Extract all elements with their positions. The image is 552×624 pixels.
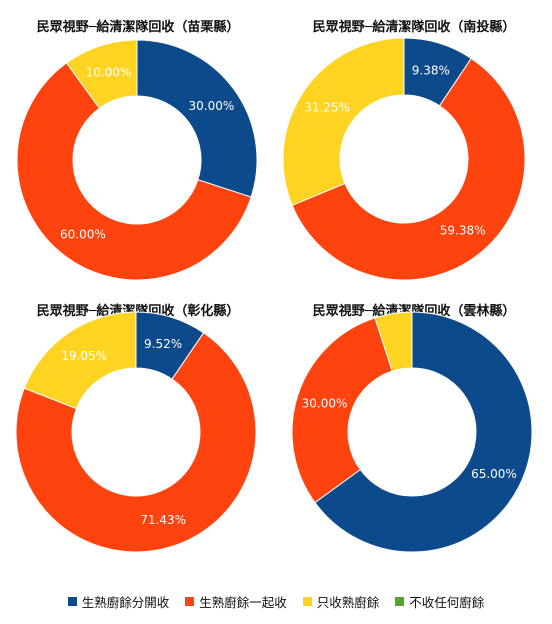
data-label-separate: 30.00% <box>189 99 235 113</box>
legend-label: 生熟廚餘一起收 <box>199 595 287 610</box>
donut-slice-separate <box>136 39 258 198</box>
donut-svg: 65.00% 30.00% <box>291 311 533 553</box>
legend-label: 不收任何廚餘 <box>409 595 485 610</box>
legend-swatch <box>302 597 312 606</box>
donut-chart-miaoli: 民眾視野─給清潔隊回收（苗栗縣） 30.00% 60.00% 10.00% <box>0 0 276 292</box>
legend: 生熟廚餘分開收 生熟廚餘一起收 只收熟廚餘 不收任何廚餘 <box>0 592 552 611</box>
data-label-separate: 9.52% <box>144 337 182 351</box>
chart-title: 民眾視野─給清潔隊回收（彰化縣） <box>36 304 240 319</box>
chart-title: 民眾視野─給清潔隊回收（南投縣） <box>312 20 516 35</box>
donut-slice-separate <box>314 311 533 553</box>
donut-chart-changhua: 民眾視野─給清潔隊回收（彰化縣） 9.52% 71.43% 19.05% <box>0 292 276 584</box>
donut-slice-combined <box>291 317 393 504</box>
donut-slice-cooked-only <box>282 37 405 206</box>
data-label-separate: 9.38% <box>412 63 450 77</box>
data-label-cooked-only: 10.00% <box>86 66 132 80</box>
legend-item: 生熟廚餘分開收 <box>67 592 170 611</box>
legend-item: 不收任何廚餘 <box>395 592 484 611</box>
data-label-separate: 65.00% <box>471 467 517 481</box>
donut-slice-cooked-only <box>65 39 138 109</box>
data-label-combined: 71.43% <box>140 513 186 527</box>
data-label-combined: 60.00% <box>60 227 106 241</box>
legend-label: 只收熟廚餘 <box>316 595 380 610</box>
donut-slice-combined <box>291 57 526 281</box>
legend-label: 生熟廚餘分開收 <box>81 595 170 610</box>
donut-slice-cooked-only <box>23 311 137 410</box>
data-label-cooked-only: 19.05% <box>61 349 107 363</box>
chart-title: 民眾視野─給清潔隊回收（苗栗縣） <box>36 20 240 35</box>
donut-svg: 30.00% 60.00% 10.00% <box>16 39 258 281</box>
donut-svg: 9.52% 71.43% 19.05% <box>15 311 257 553</box>
data-label-cooked-only: 31.25% <box>304 101 350 115</box>
data-label-combined: 59.38% <box>440 224 486 238</box>
legend-swatch <box>395 597 405 606</box>
donut-slice-combined <box>15 332 257 553</box>
legend-swatch <box>185 597 195 606</box>
legend-item: 生熟廚餘一起收 <box>185 592 287 611</box>
donut-slice-combined <box>16 62 252 281</box>
legend-item: 只收熟廚餘 <box>302 592 380 611</box>
donut-svg: 9.38% 59.38% 31.25% <box>282 37 526 281</box>
donut-chart-nantou: 民眾視野─給清潔隊回收（南投縣） 9.38% 59.38% 31.25% <box>276 0 552 292</box>
chart-title: 民眾視野─給清潔隊回收（雲林縣） <box>312 304 516 319</box>
donut-slice-cooked-only <box>374 311 413 372</box>
legend-swatch <box>67 597 77 606</box>
data-label-combined: 30.00% <box>302 397 348 411</box>
donut-chart-yunlin: 民眾視野─給清潔隊回收（雲林縣） 65.00% 30.00% <box>276 292 552 584</box>
